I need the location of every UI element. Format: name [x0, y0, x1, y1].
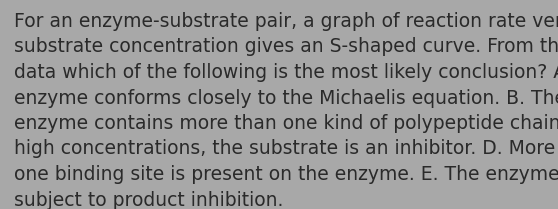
- Text: data which of the following is the most likely conclusion? A. The: data which of the following is the most …: [14, 63, 558, 82]
- Text: For an enzyme-substrate pair, a graph of reaction rate versus: For an enzyme-substrate pair, a graph of…: [14, 12, 558, 31]
- Text: enzyme contains more than one kind of polypeptide chain. C. In: enzyme contains more than one kind of po…: [14, 114, 558, 133]
- Text: high concentrations, the substrate is an inhibitor. D. More than: high concentrations, the substrate is an…: [14, 139, 558, 158]
- Text: subject to product inhibition.: subject to product inhibition.: [14, 190, 283, 209]
- Text: substrate concentration gives an S-shaped curve. From these: substrate concentration gives an S-shape…: [14, 37, 558, 56]
- Text: one binding site is present on the enzyme. E. The enzyme is: one binding site is present on the enzym…: [14, 165, 558, 184]
- Text: enzyme conforms closely to the Michaelis equation. B. The: enzyme conforms closely to the Michaelis…: [14, 88, 558, 107]
